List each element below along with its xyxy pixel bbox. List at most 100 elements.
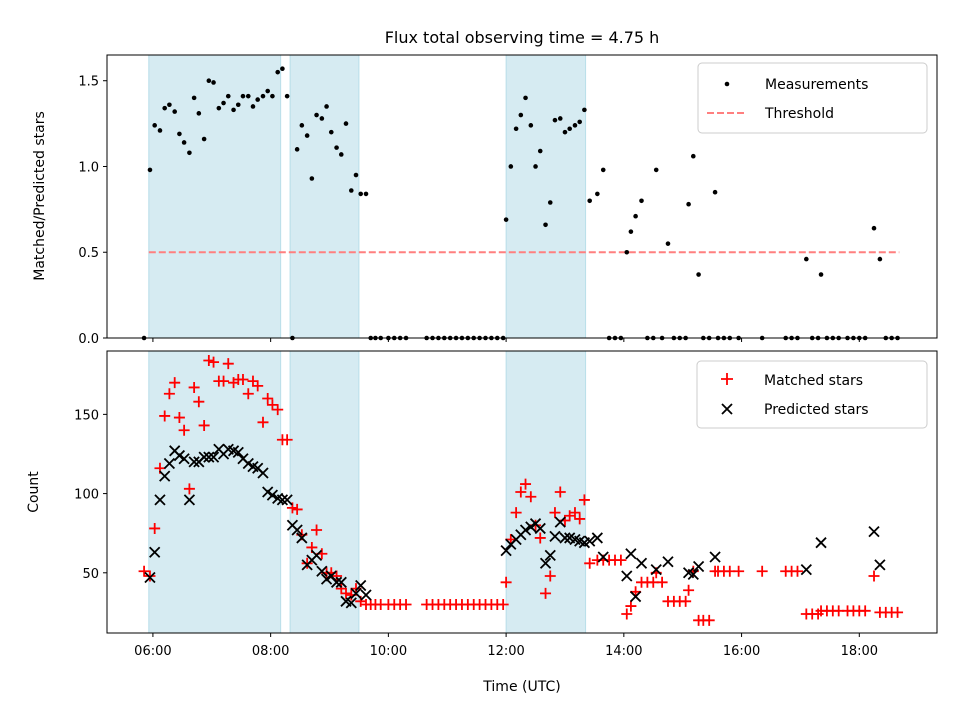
measurement-point	[172, 109, 177, 114]
matched-star-point	[520, 478, 532, 490]
bottom-y-ticks: 50 100 150	[74, 408, 107, 582]
measurement-point	[624, 249, 630, 255]
measurement-point	[334, 145, 339, 150]
measurement-point	[231, 107, 236, 113]
measurement-point	[537, 148, 543, 154]
bottom-shaded-intervals	[148, 350, 587, 634]
bottom-shaded-interval-1	[289, 350, 360, 634]
measurement-point	[653, 167, 659, 173]
matched-star-point	[266, 399, 278, 411]
measurement-point	[600, 167, 606, 173]
matched-star-point	[544, 570, 556, 582]
legend-predicted-label: Predicted stars	[764, 402, 869, 418]
measurement-point	[533, 164, 538, 169]
predicted-star-point	[584, 535, 596, 547]
measurement-point	[712, 189, 718, 195]
predicted-star-point	[335, 576, 347, 588]
predicted-star-point	[629, 590, 642, 603]
matched-star-point	[625, 600, 637, 612]
measurement-point	[518, 112, 524, 118]
legend-matched-label: Matched stars	[764, 373, 863, 389]
top-y-ticks: 0.0 0.5 1.0 1.5	[78, 75, 107, 347]
matched-star-point	[247, 375, 259, 387]
top-shaded-interval-2	[505, 54, 587, 339]
measurement-point	[225, 93, 231, 99]
measurement-point	[314, 112, 319, 118]
x-tick-label: 18:00	[841, 644, 878, 659]
measurement-point	[235, 102, 241, 108]
legend-predicted-marker	[721, 403, 733, 415]
top-legend-box	[697, 62, 928, 134]
measurement-point	[309, 176, 315, 181]
matched-star-point	[262, 393, 274, 405]
matched-star-point	[680, 595, 692, 607]
measurement-point	[221, 100, 226, 106]
predicted-star-point	[650, 563, 662, 576]
matched-star-point	[534, 532, 546, 544]
matched-star-point	[683, 584, 695, 596]
measurement-point	[552, 117, 558, 123]
measurement-point	[528, 123, 534, 128]
bottom-legend: Matched stars Predicted stars	[696, 360, 928, 429]
measurement-point	[177, 131, 182, 137]
measurement-point	[686, 201, 691, 207]
bottom-shaded-interval-0	[148, 350, 282, 634]
matched-star-point	[703, 614, 715, 626]
x-tick-label: 12:00	[487, 644, 524, 659]
predicted-star-point	[687, 568, 699, 581]
matched-star-point	[301, 557, 313, 569]
measurement-point	[690, 153, 696, 159]
measurement-point	[245, 93, 251, 99]
predicted-star-point	[183, 494, 196, 506]
bottom-x-ticks: 06:00 08:00 10:00 12:00 14:00 16:00 18:00	[134, 633, 878, 659]
matched-star-point	[574, 513, 586, 525]
measurement-point	[557, 116, 563, 121]
matched-star-point	[222, 358, 234, 370]
measurement-point	[587, 198, 592, 204]
measurement-point	[348, 188, 354, 193]
x-tick-label: 14:00	[605, 644, 642, 659]
measurement-point	[871, 225, 877, 231]
matched-star-point	[138, 565, 150, 577]
predicted-star-point	[559, 532, 571, 544]
predicted-star-point	[815, 537, 827, 549]
predicted-star-point	[330, 576, 343, 588]
predicted-star-point	[500, 544, 512, 557]
legend-matched-marker	[721, 373, 733, 385]
predicted-star-point	[178, 453, 190, 465]
bottom-y-tick-label: 100	[74, 488, 99, 503]
measurement-point	[187, 150, 192, 156]
measurement-point	[508, 164, 514, 169]
predicted-star-point	[291, 524, 303, 536]
matched-star-point	[163, 388, 175, 400]
predicted-star-point	[310, 549, 323, 562]
predicted-star-point	[149, 546, 161, 558]
matched-star-point	[525, 491, 537, 503]
top-y-tick-label: 0.0	[78, 332, 99, 347]
measurement-point	[523, 95, 528, 101]
measurement-point	[358, 191, 364, 197]
matched-star-point	[569, 507, 581, 519]
measurement-point	[804, 256, 809, 262]
measurement-point	[260, 93, 266, 99]
x-tick-label: 16:00	[723, 644, 760, 659]
matched-star-point	[400, 598, 412, 610]
measurement-point	[206, 78, 212, 84]
measurement-point	[167, 102, 172, 108]
predicted-star-points	[144, 443, 886, 609]
x-tick-label: 08:00	[252, 644, 289, 659]
matched-star-point	[733, 565, 745, 577]
matched-star-point	[615, 554, 627, 566]
measurement-point	[577, 119, 582, 125]
top-legend: Measurements Threshold	[697, 62, 928, 134]
matched-star-point	[859, 605, 871, 617]
matched-star-point	[510, 507, 522, 519]
measurement-point	[201, 136, 207, 142]
measurement-point	[338, 152, 344, 157]
measurement-point	[628, 229, 634, 234]
matched-star-point	[242, 388, 254, 400]
predicted-star-point	[296, 532, 308, 544]
predicted-star-point	[539, 557, 552, 569]
matched-star-point	[500, 576, 512, 588]
measurement-point	[513, 126, 519, 132]
